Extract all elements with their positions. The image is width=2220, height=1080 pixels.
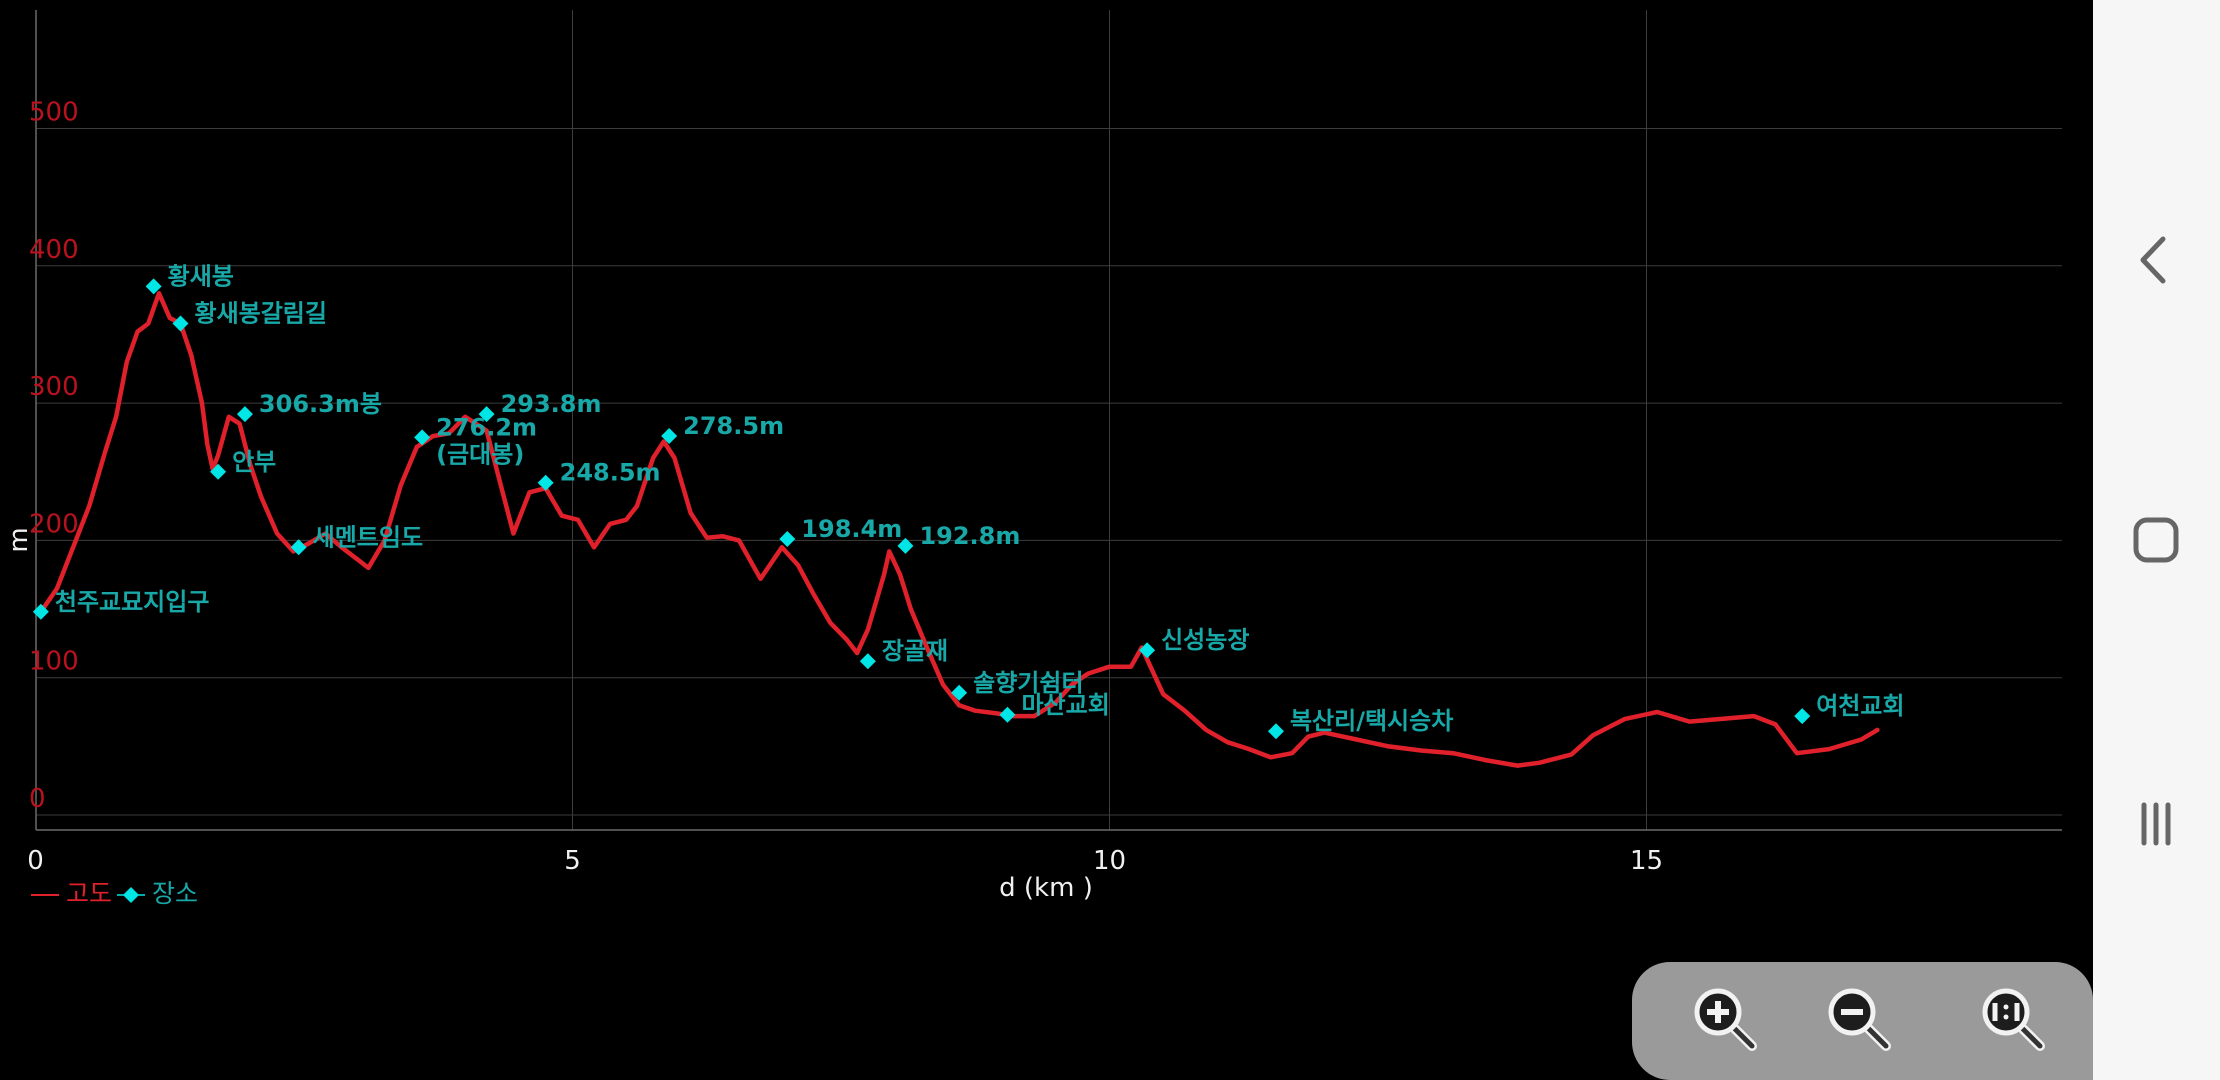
place-label: 황새봉갈림길	[194, 299, 326, 327]
recents-button[interactable]	[2121, 789, 2191, 859]
place-marker	[478, 406, 495, 423]
place-marker	[1794, 708, 1811, 725]
place-label: 복산리/택시승차	[1290, 707, 1453, 735]
place-label: 198.4m	[801, 515, 902, 543]
y-tick-label: 0	[29, 784, 46, 814]
x-tick-label: 15	[1630, 846, 1663, 876]
place-marker	[414, 429, 431, 446]
system-navigation-bar	[2093, 0, 2220, 1080]
x-axis-label: d (km )	[999, 873, 1093, 903]
back-chevron-icon	[2140, 236, 2166, 284]
x-tick-label: 10	[1093, 846, 1126, 876]
place-label: 여천교회	[1816, 692, 1904, 720]
recents-bars-icon	[2141, 802, 2171, 846]
place-marker	[897, 537, 914, 554]
place-label: 306.3m봉	[259, 390, 382, 418]
place-label: 248.5m	[560, 459, 661, 487]
place-marker	[172, 315, 189, 332]
place-label: 안부	[232, 448, 276, 476]
place-marker	[236, 406, 253, 423]
place-marker	[661, 428, 678, 445]
legend-place-label: 장소	[152, 879, 198, 908]
y-tick-label: 200	[29, 509, 79, 539]
x-tick-label: 0	[27, 846, 44, 876]
chart-svg: 0 100 200 300 400 500 0 5 10 15 d (km ) m 천주교묘지입구 황새…	[4, 10, 2062, 908]
y-tick-label: 400	[29, 235, 79, 265]
y-tick-label: 500	[29, 98, 79, 128]
place-marker	[290, 539, 307, 556]
place-marker	[951, 684, 968, 701]
y-axis-label: m	[4, 527, 34, 552]
legend-elevation-label: 고도	[66, 879, 112, 908]
home-button[interactable]	[2121, 505, 2191, 575]
place-label: 황새봉	[168, 262, 234, 290]
elevation-chart[interactable]: 0 100 200 300 400 500 0 5 10 15 d (km ) m 천주교묘지입구 황새…	[0, 0, 2093, 1080]
zoom-in-button[interactable]	[1690, 984, 1766, 1060]
place-marker	[1267, 723, 1284, 740]
place-marker	[210, 463, 227, 480]
place-label: 솔향기쉼터	[973, 669, 1083, 697]
home-rounded-square-icon	[2133, 517, 2179, 563]
place-marker	[779, 531, 796, 548]
place-marker	[859, 653, 876, 670]
place-label: 천주교묘지입구	[55, 588, 210, 616]
y-tick-label: 100	[29, 647, 79, 677]
place-label: 276.2m (금대봉)	[436, 413, 537, 468]
zoom-controls	[1632, 962, 2093, 1080]
elevation-series-line	[38, 291, 1880, 768]
place-label: 장골재	[882, 637, 948, 665]
place-label: 293.8m	[501, 390, 602, 418]
place-label: 192.8m	[919, 522, 1020, 550]
place-label: 신성농장	[1161, 626, 1249, 654]
back-button[interactable]	[2121, 225, 2191, 295]
zoom-out-icon	[1828, 988, 1891, 1051]
zoom-reset-1to1-icon	[1982, 988, 2045, 1051]
zoom-reset-button[interactable]	[1978, 984, 2054, 1060]
place-marker	[537, 474, 554, 491]
y-tick-label: 300	[29, 372, 79, 402]
place-marker	[999, 706, 1016, 723]
legend-place-swatch-diamond	[123, 887, 139, 903]
place-marker	[145, 278, 162, 295]
place-marker	[1139, 642, 1156, 659]
x-tick-label: 5	[564, 846, 581, 876]
place-label: 278.5m	[683, 412, 784, 440]
zoom-in-icon	[1694, 988, 1757, 1051]
place-label: 마산교회	[1021, 691, 1109, 719]
place-marker	[32, 603, 49, 620]
zoom-out-button[interactable]	[1824, 984, 1900, 1060]
place-label: 세멘트임도	[313, 523, 423, 551]
